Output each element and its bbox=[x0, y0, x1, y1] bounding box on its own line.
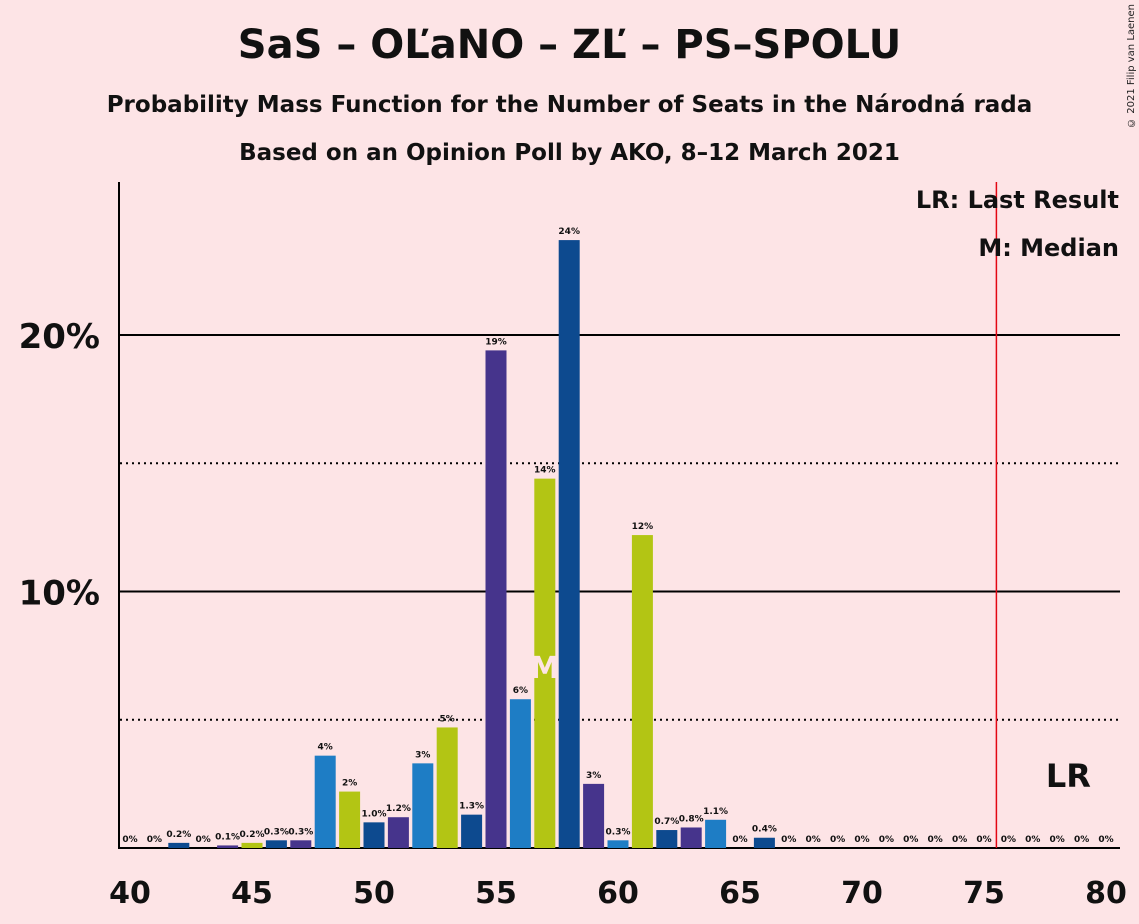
bar-seat-64 bbox=[705, 819, 727, 848]
bar-value-label: 0% bbox=[903, 835, 918, 845]
bar-value-label: 0% bbox=[196, 835, 211, 845]
x-tick-label: 75 bbox=[963, 876, 1005, 911]
bar-value-label: 19% bbox=[485, 337, 507, 347]
legend-last-result: LR: Last Result bbox=[915, 186, 1119, 214]
median-marker: M bbox=[530, 651, 560, 686]
copyright-note: © 2021 Filip van Laenen bbox=[1126, 4, 1137, 128]
bar-value-label: 4% bbox=[318, 743, 333, 753]
bar-value-label: 0% bbox=[952, 835, 967, 845]
bar-seat-51 bbox=[387, 817, 409, 848]
bar-seat-66 bbox=[753, 837, 775, 848]
bar-value-label: 0% bbox=[147, 835, 162, 845]
bar-value-label: 2% bbox=[342, 779, 357, 789]
bar-value-label: 14% bbox=[534, 466, 556, 476]
bar-value-label: 0.8% bbox=[679, 814, 704, 824]
bar-value-label: 1.0% bbox=[362, 809, 387, 819]
bar-value-label: 0% bbox=[732, 835, 747, 845]
bar-seat-60 bbox=[607, 840, 629, 848]
chart-title: SaS – OĽaNO – ZĽ – PS–SPOLU bbox=[237, 22, 902, 68]
y-tick-label: 10% bbox=[19, 574, 100, 614]
bar-value-label: 12% bbox=[632, 522, 654, 532]
bar-seat-52 bbox=[412, 763, 434, 848]
x-tick-label: 55 bbox=[475, 876, 517, 911]
x-tick-label: 80 bbox=[1085, 876, 1127, 911]
y-tick-label: 20% bbox=[19, 317, 100, 357]
bar-value-label: 0.3% bbox=[606, 827, 631, 837]
bar-seat-54 bbox=[461, 814, 483, 848]
chart-source-line: Based on an Opinion Poll by AKO, 8–12 Ma… bbox=[239, 140, 900, 166]
bar-value-label: 0% bbox=[1050, 835, 1065, 845]
bar-value-label: 0% bbox=[854, 835, 869, 845]
bar-value-label: 0% bbox=[122, 835, 137, 845]
bar-value-label: 1.3% bbox=[459, 802, 484, 812]
x-tick-label: 65 bbox=[719, 876, 761, 911]
bar-seat-62 bbox=[656, 830, 678, 848]
bar-value-label: 0% bbox=[1025, 835, 1040, 845]
bar-value-label: 0.2% bbox=[166, 830, 191, 840]
bar-value-label: 0.4% bbox=[752, 825, 777, 835]
last-result-marker: LR bbox=[1046, 757, 1091, 795]
bar-value-label: 0% bbox=[1074, 835, 1089, 845]
bar-seat-45 bbox=[241, 842, 263, 848]
bar-seat-57 bbox=[534, 478, 556, 848]
bar-seat-53 bbox=[436, 727, 458, 848]
bar-seat-58 bbox=[558, 240, 580, 849]
bar-seat-59 bbox=[583, 783, 605, 848]
bar-seat-42 bbox=[168, 842, 190, 848]
bar-value-label: 0.7% bbox=[654, 817, 679, 827]
bar-value-label: 0% bbox=[976, 835, 991, 845]
bar-value-label: 0% bbox=[1098, 835, 1113, 845]
bar-value-label: 24% bbox=[558, 227, 580, 237]
bar-value-label: 1.1% bbox=[703, 807, 728, 817]
bar-value-label: 3% bbox=[415, 750, 430, 760]
bar-value-label: 0% bbox=[1001, 835, 1016, 845]
bar-value-label: 6% bbox=[513, 686, 528, 696]
x-tick-label: 60 bbox=[597, 876, 639, 911]
legend-median: M: Median bbox=[978, 234, 1119, 262]
bar-seat-47 bbox=[290, 840, 312, 848]
bar-value-label: 0% bbox=[879, 835, 894, 845]
bar-value-label: 0.3% bbox=[288, 827, 313, 837]
bar-seat-49 bbox=[339, 791, 361, 848]
x-tick-label: 70 bbox=[841, 876, 883, 911]
bar-value-label: 0% bbox=[928, 835, 943, 845]
bar-value-label: 3% bbox=[586, 771, 601, 781]
bar-seat-61 bbox=[631, 535, 653, 848]
x-tick-label: 40 bbox=[109, 876, 151, 911]
bar-value-label: 0% bbox=[781, 835, 796, 845]
x-tick-label: 45 bbox=[231, 876, 273, 911]
bar-seat-48 bbox=[314, 755, 336, 848]
bar-value-label: 0.3% bbox=[264, 827, 289, 837]
bar-seat-44 bbox=[217, 845, 239, 848]
bar-value-label: 5% bbox=[440, 714, 455, 724]
bar-seat-46 bbox=[265, 840, 287, 848]
bar-seat-55 bbox=[485, 350, 507, 848]
bar-value-label: 1.2% bbox=[386, 804, 411, 814]
bar-seat-56 bbox=[509, 699, 531, 848]
bar-value-label: 0.1% bbox=[215, 832, 240, 842]
bar-value-label: 0% bbox=[806, 835, 821, 845]
bar-seat-50 bbox=[363, 822, 385, 848]
x-tick-label: 50 bbox=[353, 876, 395, 911]
bar-value-label: 0% bbox=[830, 835, 845, 845]
bar-seat-63 bbox=[680, 827, 702, 848]
chart-subtitle: Probability Mass Function for the Number… bbox=[106, 92, 1033, 118]
bar-value-label: 0.2% bbox=[240, 830, 265, 840]
